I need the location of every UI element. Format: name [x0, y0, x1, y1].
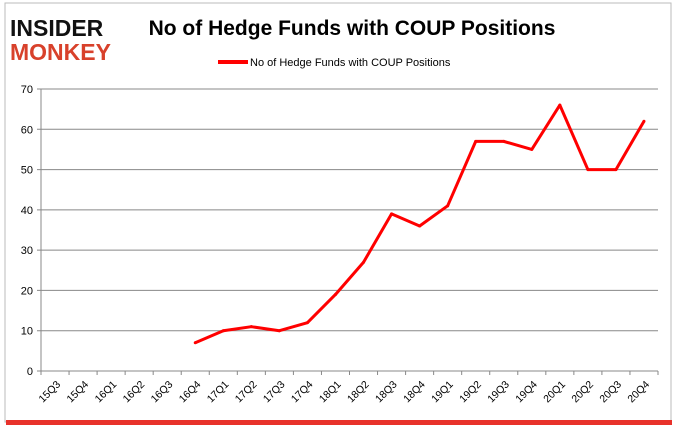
- data-point: [333, 292, 337, 296]
- y-tick-label: 10: [21, 326, 33, 338]
- data-point: [193, 341, 197, 345]
- data-point: [390, 212, 394, 216]
- logo: INSIDER MONKEY: [10, 15, 111, 65]
- legend: No of Hedge Funds with COUP Positions: [218, 57, 451, 69]
- bottom-bar: [6, 420, 672, 425]
- data-point: [221, 329, 225, 333]
- y-tick-label: 40: [21, 205, 33, 217]
- data-point: [249, 325, 253, 329]
- data-point: [530, 147, 534, 151]
- data-point: [614, 168, 618, 172]
- y-tick-label: 70: [21, 84, 33, 96]
- logo-line2: MONKEY: [10, 39, 111, 65]
- data-point: [586, 168, 590, 172]
- y-tick-label: 20: [21, 285, 33, 297]
- data-point: [642, 119, 646, 123]
- legend-label: No of Hedge Funds with COUP Positions: [250, 57, 451, 69]
- logo-line1: INSIDER: [10, 15, 104, 41]
- chart-border: [4, 2, 672, 423]
- y-tick-label: 50: [21, 165, 33, 177]
- data-point: [277, 329, 281, 333]
- data-point: [418, 224, 422, 228]
- data-point: [474, 139, 478, 143]
- data-point: [502, 139, 506, 143]
- data-point: [305, 321, 309, 325]
- y-tick-label: 0: [27, 366, 33, 378]
- data-point: [558, 103, 562, 107]
- chart-title: No of Hedge Funds with COUP Positions: [149, 17, 556, 40]
- y-tick-label: 60: [21, 124, 33, 136]
- data-point: [362, 260, 366, 264]
- data-point: [446, 204, 450, 208]
- y-tick-label: 30: [21, 245, 33, 257]
